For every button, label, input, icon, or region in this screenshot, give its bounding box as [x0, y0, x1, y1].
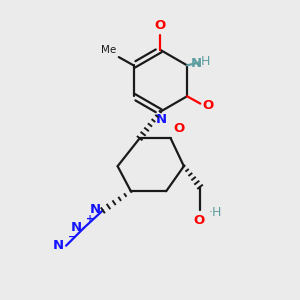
- Text: N: N: [89, 203, 100, 216]
- Text: Me: Me: [101, 45, 116, 55]
- Text: O: O: [173, 122, 184, 135]
- Text: +: +: [86, 214, 94, 224]
- Text: ·H: ·H: [208, 206, 222, 219]
- Text: H: H: [201, 55, 211, 68]
- Text: O: O: [193, 214, 204, 227]
- Text: −: −: [68, 232, 76, 242]
- Text: N: N: [52, 238, 64, 252]
- Text: O: O: [203, 99, 214, 112]
- Text: N: N: [70, 221, 81, 234]
- Text: N: N: [190, 57, 202, 70]
- Text: O: O: [155, 19, 166, 32]
- Text: N: N: [155, 113, 167, 126]
